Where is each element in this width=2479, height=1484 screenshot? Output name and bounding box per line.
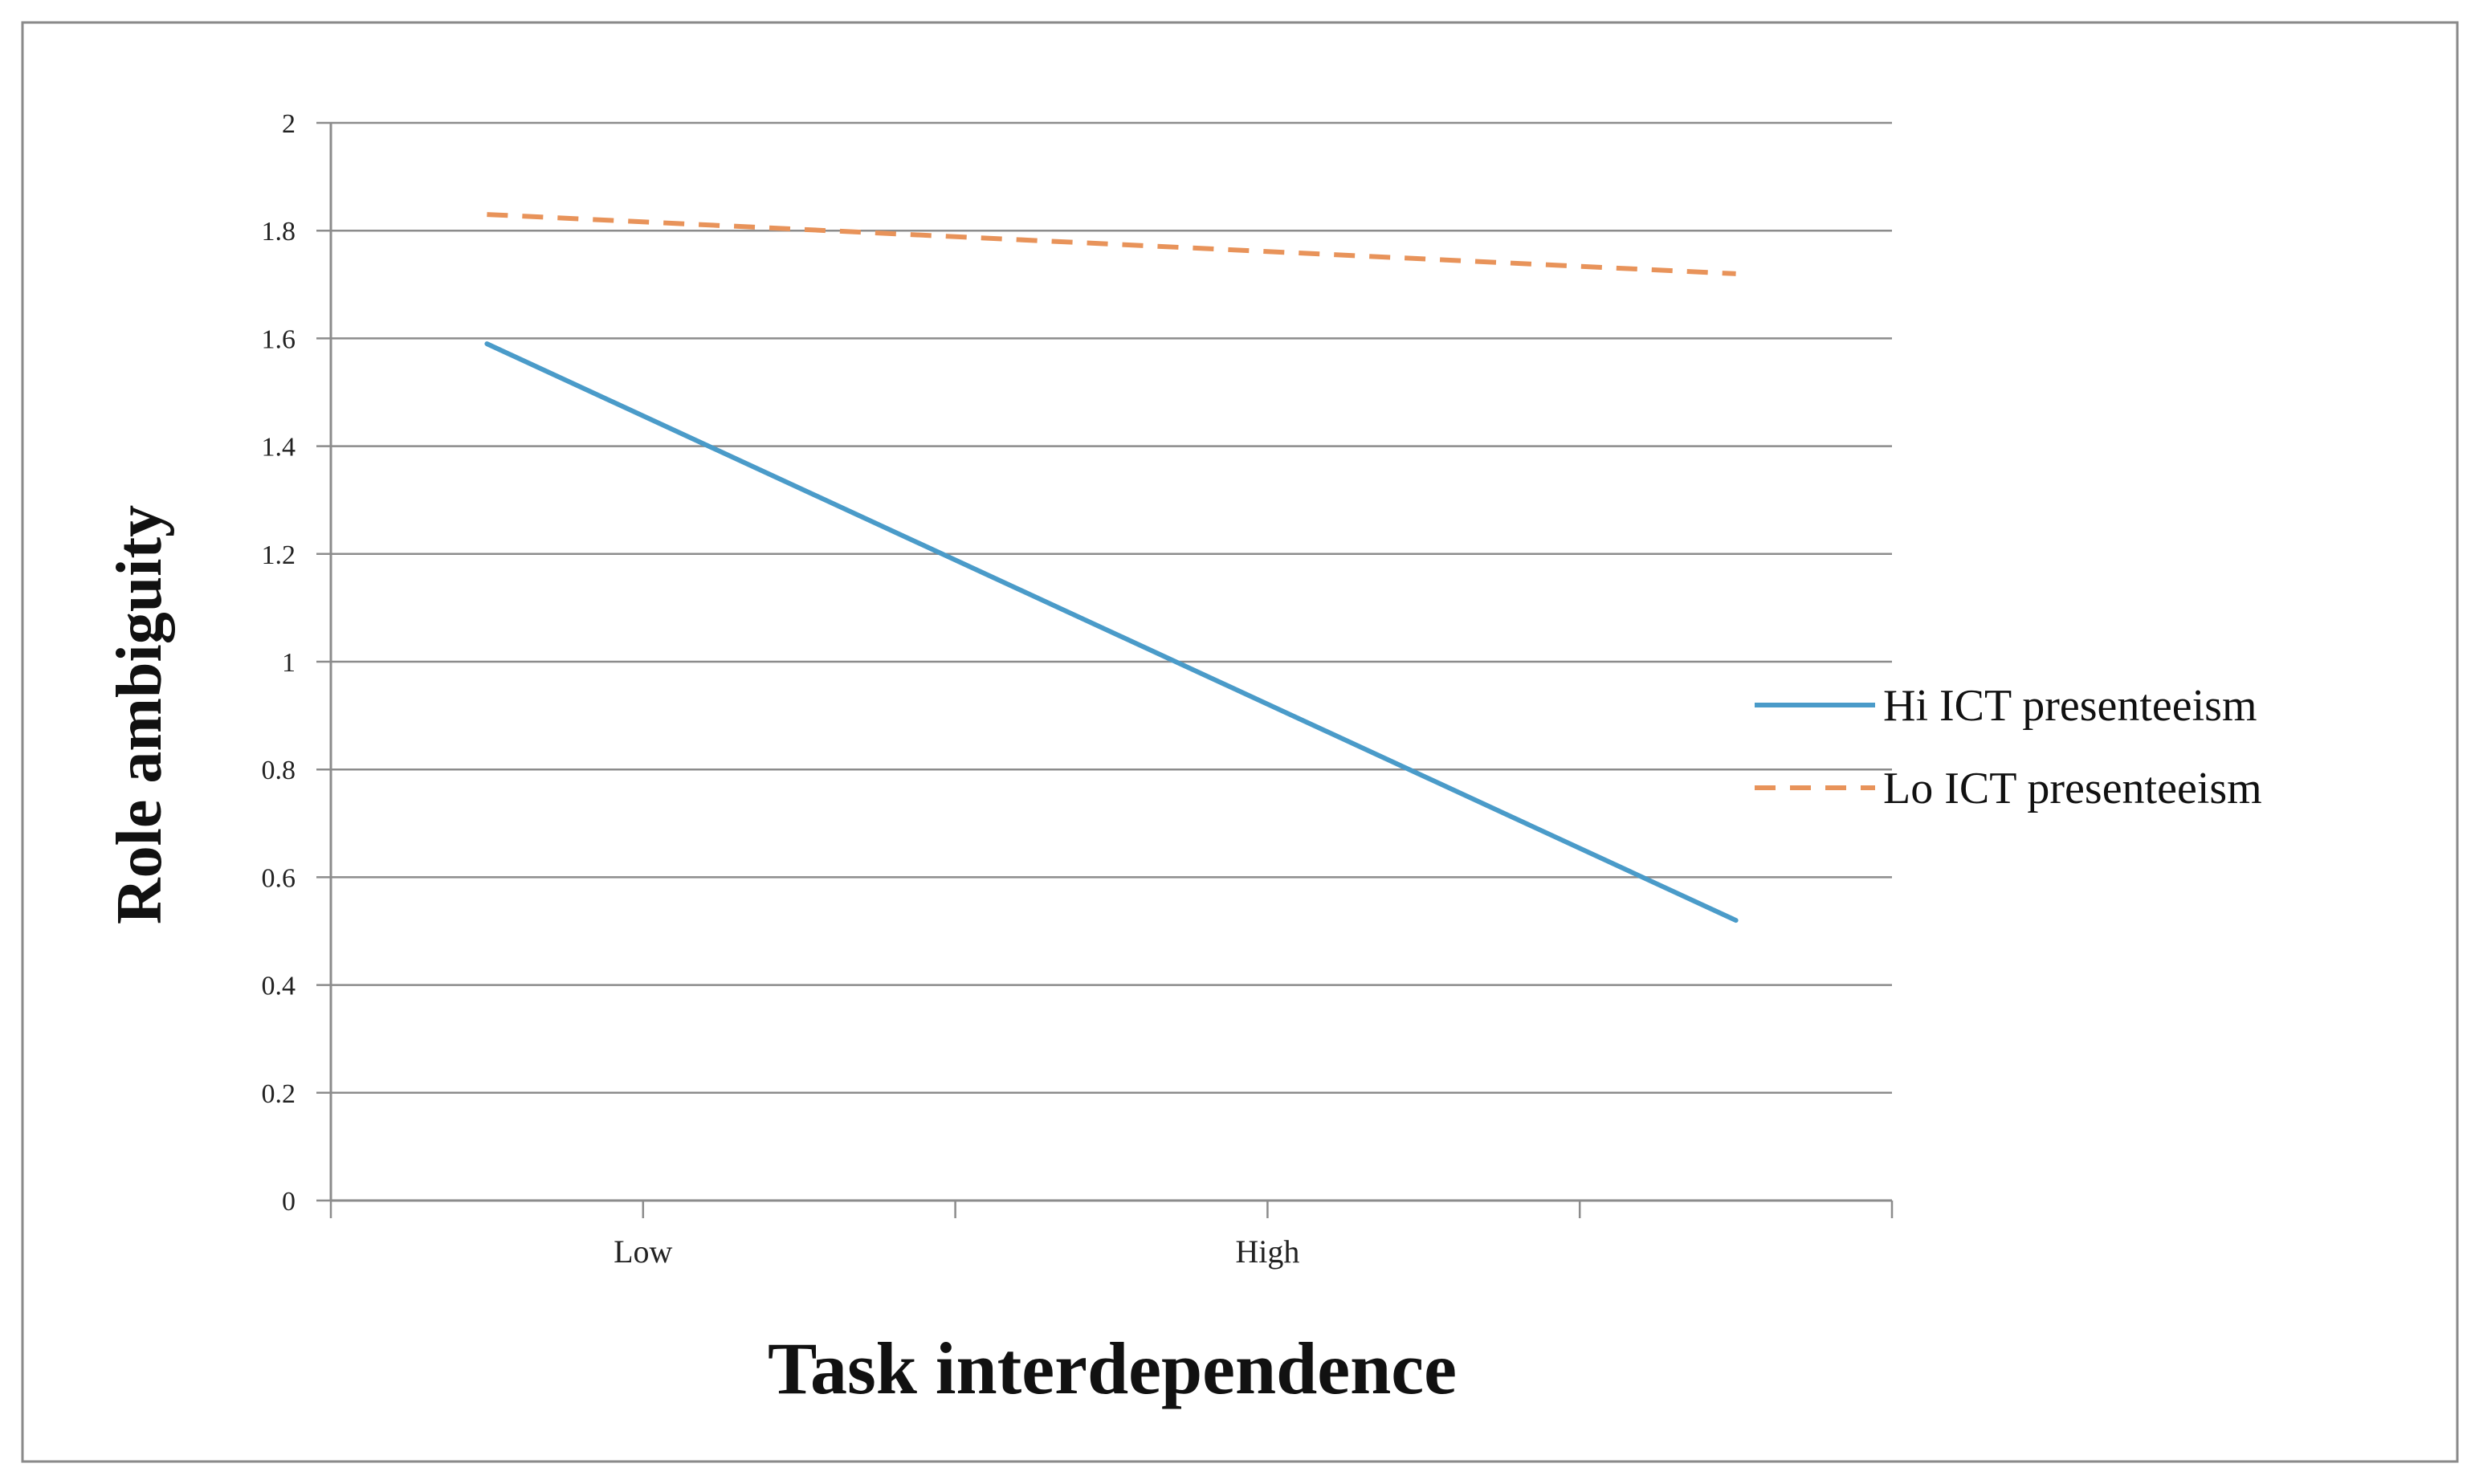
y-tick-label: 1.4 — [262, 433, 296, 463]
y-tick-label: 0.8 — [262, 756, 296, 785]
axes — [316, 121, 1894, 1218]
gridlines — [331, 121, 1892, 1095]
y-tick-label: 0.6 — [262, 863, 296, 893]
x-tick-labels: Low High — [614, 1233, 1299, 1270]
series-line-1 — [484, 341, 1739, 923]
y-axis-title: Role ambiguity — [104, 505, 175, 924]
legend-label: Hi ICT presenteeism — [1883, 681, 2257, 731]
y-tick-label: 1.8 — [262, 217, 296, 247]
legend: Hi ICT presenteeism Lo ICT presenteeism — [1755, 681, 2262, 813]
chart-border — [21, 21, 2459, 1463]
x-tick-label: High — [1235, 1233, 1299, 1270]
y-tick-label: 0.4 — [262, 972, 296, 1001]
y-tick-label: 0 — [282, 1187, 296, 1217]
y-tick-label: 2 — [282, 109, 296, 139]
series-line-2 — [487, 212, 1736, 276]
y-tick-label: 1 — [282, 648, 296, 678]
y-tick-label: 1.6 — [262, 324, 296, 354]
series-lines — [484, 212, 1739, 923]
x-axis-title: Task interdependence — [768, 1327, 1457, 1409]
y-tick-label: 1.2 — [262, 540, 296, 570]
legend-label: Lo ICT presenteeism — [1883, 764, 2262, 813]
x-tick-label: Low — [614, 1233, 672, 1270]
y-tick-label: 0.2 — [262, 1079, 296, 1109]
y-tick-labels: 0 0.2 0.4 0.6 0.8 1 1.2 1.4 1.6 1.8 2 — [262, 109, 296, 1217]
